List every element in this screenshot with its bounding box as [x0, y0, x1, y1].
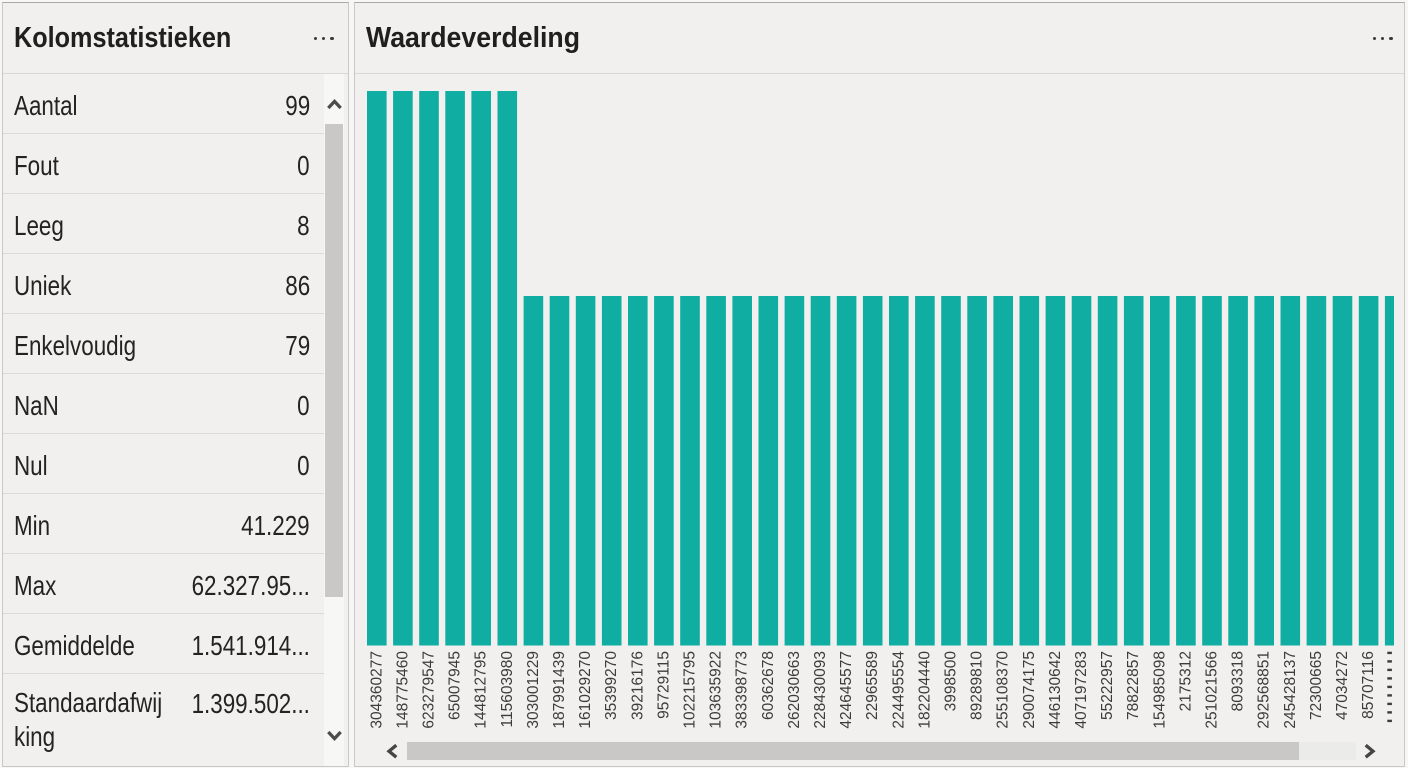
- svg-text:47034272: 47034272: [1334, 651, 1351, 720]
- svg-text:303001229: 303001229: [525, 651, 542, 729]
- svg-text:407197283: 407197283: [1073, 651, 1090, 729]
- svg-text:22965589: 22965589: [864, 651, 881, 720]
- svg-text:85707116: 85707116: [1360, 651, 1377, 719]
- svg-text:95729115: 95729115: [655, 651, 672, 719]
- svg-text:8093318: 8093318: [1230, 651, 1247, 711]
- svg-text:251021566: 251021566: [1204, 651, 1221, 729]
- svg-text:35399270: 35399270: [603, 651, 620, 720]
- svg-text:383398773: 383398773: [734, 651, 751, 729]
- svg-text:2175312: 2175312: [1177, 651, 1194, 711]
- svg-text:623279547: 623279547: [421, 651, 438, 729]
- svg-text:161029270: 161029270: [577, 651, 594, 729]
- svg-text:424645577: 424645577: [838, 651, 855, 729]
- svg-text:103635922: 103635922: [708, 651, 725, 729]
- svg-text:65007945: 65007945: [447, 651, 464, 720]
- svg-text:3998500: 3998500: [943, 651, 960, 712]
- svg-text:154985098: 154985098: [1151, 651, 1168, 729]
- svg-text:292568851: 292568851: [1256, 651, 1273, 729]
- svg-text:78822857: 78822857: [1125, 651, 1142, 720]
- svg-text:245428137: 245428137: [1282, 651, 1299, 729]
- svg-text:89289810: 89289810: [969, 651, 986, 720]
- svg-text:102215795: 102215795: [682, 651, 699, 729]
- svg-text:55222957: 55222957: [1099, 651, 1116, 720]
- svg-text:187991439: 187991439: [551, 651, 568, 729]
- svg-text:446130642: 446130642: [1047, 651, 1064, 729]
- svg-text:115603980: 115603980: [499, 651, 516, 728]
- svg-text:262030663: 262030663: [786, 651, 803, 729]
- svg-text:148775460: 148775460: [394, 651, 411, 729]
- svg-text:290074175: 290074175: [1021, 651, 1038, 729]
- svg-text:304360277: 304360277: [368, 651, 385, 729]
- svg-text:144812795: 144812795: [473, 651, 490, 729]
- svg-text:228430093: 228430093: [812, 651, 829, 729]
- svg-text:72300665: 72300665: [1308, 651, 1325, 720]
- svg-text:182204440: 182204440: [916, 651, 933, 729]
- svg-text:224495554: 224495554: [890, 651, 907, 729]
- svg-text:60362678: 60362678: [760, 651, 777, 720]
- svg-text:255108370: 255108370: [995, 651, 1012, 729]
- svg-text:39216176: 39216176: [629, 651, 646, 720]
